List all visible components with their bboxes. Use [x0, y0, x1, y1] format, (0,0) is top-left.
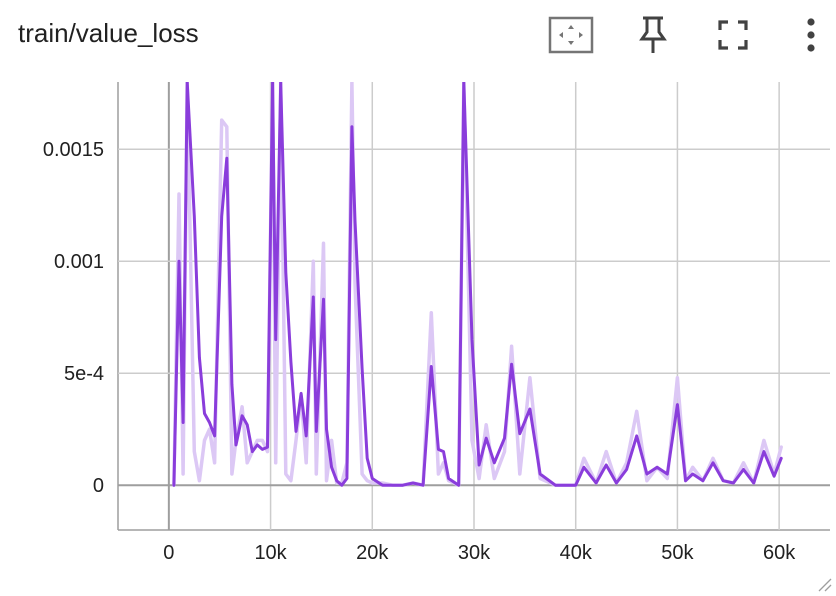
x-tick-label: 50k — [661, 542, 694, 564]
x-tick-label: 20k — [356, 542, 389, 564]
y-tick-label: 0.0015 — [43, 139, 104, 161]
smoothed-series-line — [172, 82, 783, 487]
y-tick-label: 0 — [93, 475, 104, 497]
x-tick-label: 40k — [560, 542, 593, 564]
y-tick-label: 5e-4 — [64, 363, 104, 385]
chart-title: train/value_loss — [18, 18, 199, 48]
fit-to-domain-icon — [548, 16, 594, 54]
x-tick-label: 0 — [163, 542, 174, 564]
resize-handle-icon[interactable] — [814, 574, 832, 592]
more-button[interactable] — [786, 10, 836, 60]
x-tick-label: 30k — [458, 542, 491, 564]
pin-icon — [639, 16, 667, 53]
more-vert-icon — [807, 18, 815, 52]
fullscreen-icon — [718, 20, 748, 50]
fullscreen-button[interactable] — [708, 10, 758, 60]
pin-button[interactable] — [628, 10, 678, 60]
x-tick-label: 10k — [254, 542, 287, 564]
y-tick-label: 0.001 — [54, 251, 104, 273]
x-tick-label: 60k — [763, 542, 796, 564]
fit-domain-button[interactable] — [546, 10, 596, 60]
